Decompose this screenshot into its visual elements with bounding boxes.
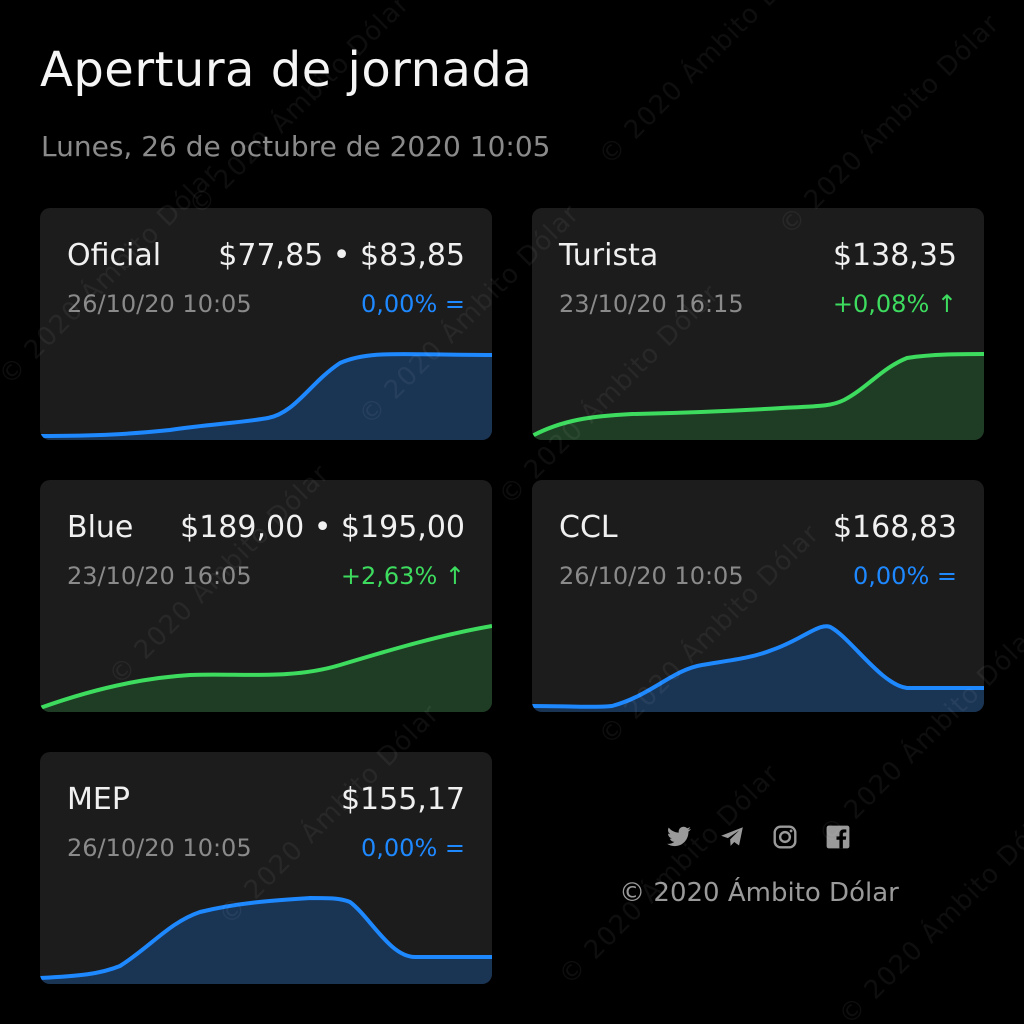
card-price: $77,85 • $83,85 — [218, 238, 465, 273]
sparkline-fill — [532, 626, 984, 712]
sparkline-line — [532, 624, 984, 709]
card-timestamp: 26/10/20 10:05 — [559, 562, 744, 590]
card-timestamp: 23/10/20 16:05 — [67, 562, 252, 590]
card-mep[interactable]: MEP $155,17 26/10/20 10:05 0,00% = — [40, 752, 492, 984]
sparkline-fill — [532, 354, 984, 440]
sparkline-fill — [40, 354, 492, 440]
card-title: MEP — [67, 782, 130, 817]
card-price: $189,00 • $195,00 — [180, 510, 465, 545]
card-price: $155,17 — [340, 782, 465, 817]
card-blue[interactable]: Blue $189,00 • $195,00 23/10/20 16:05 +2… — [40, 480, 492, 712]
watermark-text: © 2020 Ámbito Dólar — [773, 8, 1006, 242]
facebook-icon[interactable] — [825, 824, 851, 850]
sparkline-mep — [40, 895, 492, 984]
instagram-icon[interactable] — [772, 824, 798, 850]
copyright-text: © 2020 Ámbito Dólar — [619, 878, 899, 908]
sparkline-line — [40, 352, 492, 438]
telegram-icon[interactable] — [719, 824, 745, 850]
card-price: $168,83 — [832, 510, 957, 545]
sparkline-line — [532, 352, 984, 438]
watermark-text: © 2020 Ámbito Dólar — [593, 0, 826, 172]
watermark-text: © 2020 Ámbito Dólar — [833, 798, 1024, 1024]
card-ccl[interactable]: CCL $168,83 26/10/20 10:05 0,00% = — [532, 480, 984, 712]
sparkline-fill — [40, 898, 492, 984]
watermark-text: © 2020 Ámbito Dólar — [553, 758, 786, 992]
sparkline-blue — [40, 624, 492, 712]
card-change: 0,00% = — [361, 834, 465, 862]
sparkline-oficial — [40, 352, 492, 440]
card-timestamp: 26/10/20 10:05 — [67, 834, 252, 862]
sparkline-turista — [532, 352, 984, 440]
card-change: 0,00% = — [361, 290, 465, 318]
card-price: $138,35 — [832, 238, 957, 273]
card-title: CCL — [559, 510, 618, 545]
sparkline-line — [40, 895, 492, 980]
card-oficial[interactable]: Oficial $77,85 • $83,85 26/10/20 10:05 0… — [40, 208, 492, 440]
card-title: Blue — [67, 510, 134, 545]
watermark-text: © 2020 Ámbito Dólar — [183, 0, 416, 222]
card-timestamp: 23/10/20 16:15 — [559, 290, 744, 318]
card-timestamp: 26/10/20 10:05 — [67, 290, 252, 318]
card-title: Oficial — [67, 238, 162, 273]
sparkline-fill — [40, 626, 492, 712]
card-change: +0,08% ↑ — [832, 290, 957, 318]
card-change: 0,00% = — [853, 562, 957, 590]
page-date: Lunes, 26 de octubre de 2020 10:05 — [41, 130, 551, 163]
twitter-icon[interactable] — [666, 824, 692, 850]
sparkline-line — [40, 624, 492, 710]
card-title: Turista — [559, 238, 659, 273]
card-change: +2,63% ↑ — [340, 562, 465, 590]
page-title: Apertura de jornada — [40, 42, 533, 98]
card-turista[interactable]: Turista $138,35 23/10/20 16:15 +0,08% ↑ — [532, 208, 984, 440]
sparkline-ccl — [532, 624, 984, 712]
social-links — [666, 821, 856, 853]
